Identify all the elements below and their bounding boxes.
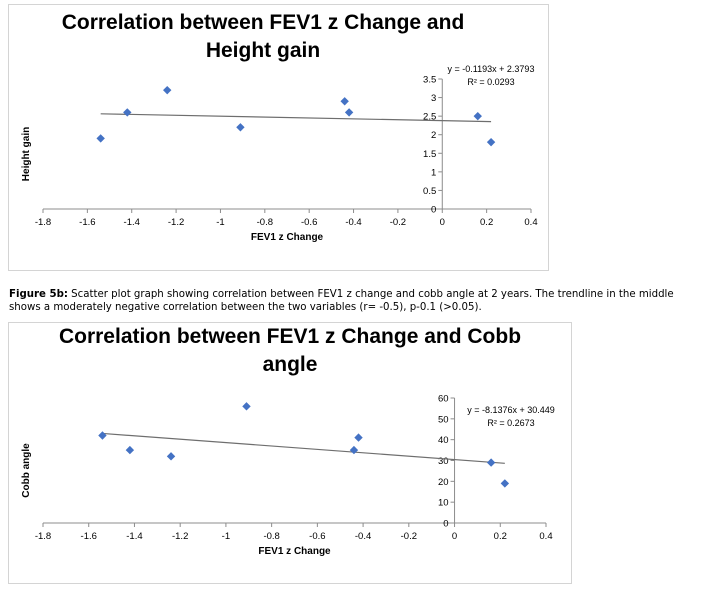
data-point	[166, 452, 176, 461]
x-tick-label: -1.6	[79, 217, 95, 228]
data-point	[236, 123, 245, 132]
x-tick-label: 0.2	[494, 531, 507, 542]
x-tick-label: -0.8	[263, 531, 279, 542]
trendline-equation: y = -8.1376x + 30.449	[467, 405, 555, 415]
data-point	[486, 458, 496, 467]
data-point	[473, 111, 482, 121]
trendline	[102, 432, 505, 464]
x-tick-label: 0.4	[524, 217, 537, 228]
figure-caption: Figure 5b: Scatter plot graph showing co…	[9, 288, 689, 314]
x-tick-label: -1.4	[126, 531, 142, 542]
data-point	[96, 134, 105, 143]
x-axis-title: FEV1 z Change	[258, 546, 331, 557]
chart-title-line-2: Height gain	[205, 39, 321, 62]
y-tick-label: 2	[431, 130, 436, 141]
chart-title-line-1: Correlation between FEV1 z Change and Co…	[58, 325, 522, 348]
x-tick-label: -1	[216, 217, 224, 228]
x-tick-label: 0	[452, 531, 457, 542]
y-tick-label: 2.5	[423, 112, 436, 123]
y-tick-label: 3.5	[423, 75, 436, 86]
x-tick-label: -0.2	[390, 217, 406, 228]
y-tick-label: 0	[431, 205, 436, 216]
x-axis-title: FEV1 z Change	[251, 232, 324, 243]
data-point	[344, 108, 354, 117]
y-tick-label: 0	[443, 519, 448, 530]
data-point	[349, 445, 359, 455]
y-tick-label: 0.5	[423, 186, 436, 197]
chart-cobb-angle: Correlation between FEV1 z Change and Co…	[8, 322, 572, 584]
data-point	[242, 402, 251, 411]
r-squared-label: R² = 0.2673	[487, 418, 534, 428]
x-tick-label: -1.6	[81, 531, 97, 542]
y-tick-label: 10	[438, 498, 449, 509]
chart-title-line-2: angle	[262, 353, 318, 376]
y-axis-title: Height gain	[21, 127, 32, 181]
y-tick-label: 1.5	[423, 149, 436, 160]
chart-plot-area: -1.8 -1.6 -1.4 -1.2 -1 -0.8 -0.6 -0.4 -0.2 0 0.2 0.…	[21, 394, 555, 558]
x-tick-label: 0	[440, 217, 445, 228]
data-point	[500, 479, 510, 488]
data-point	[486, 137, 496, 147]
x-tick-label: -0.2	[401, 531, 417, 542]
x-tick-label: -1.8	[35, 217, 51, 228]
x-tick-label: 0.4	[539, 531, 552, 542]
caption-text: Scatter plot graph showing correlation b…	[9, 289, 674, 313]
data-point	[163, 85, 172, 95]
caption-label: Figure 5b:	[9, 289, 68, 300]
x-tick-label: -1.2	[168, 217, 184, 228]
x-tick-label: -0.8	[257, 217, 273, 228]
y-tick-label: 1	[431, 167, 436, 178]
x-tick-label: -0.6	[301, 217, 317, 228]
y-axis-title: Cobb angle	[21, 443, 32, 498]
chart-height-gain: Correlation between FEV1 z Change and He…	[8, 4, 549, 271]
x-tick-label: -1	[222, 531, 230, 542]
x-tick-label: -1.2	[172, 531, 188, 542]
y-tick-label: 40	[438, 435, 449, 446]
x-tick-label: -0.6	[309, 531, 325, 542]
chart-plot-area: -1.8 -1.6 -1.4 -1.2 -1 -0.8 -0.6 -0.4 -0.2 0 0.2 0.…	[21, 64, 538, 243]
x-tick-label: -1.4	[124, 217, 140, 228]
y-tick-label: 20	[438, 477, 449, 488]
chart-title: Correlation between FEV1 z Change and Co…	[43, 323, 537, 379]
data-point	[354, 433, 363, 442]
chart-title: Correlation between FEV1 z Change and He…	[23, 9, 503, 65]
y-tick-label: 50	[438, 414, 449, 425]
y-tick-label: 30	[438, 456, 449, 467]
data-point	[125, 445, 135, 455]
x-tick-label: 0.2	[480, 217, 493, 228]
y-tick-label: 3	[431, 93, 436, 104]
chart-title-line-1: Correlation between FEV1 z Change and	[61, 11, 465, 34]
y-tick-label: 60	[438, 394, 449, 405]
data-point	[123, 108, 132, 117]
data-point	[340, 97, 349, 106]
x-tick-label: -1.8	[35, 531, 51, 542]
trendline	[100, 113, 492, 123]
data-point	[98, 431, 107, 440]
x-tick-label: -0.4	[355, 531, 371, 542]
x-tick-label: -0.4	[345, 217, 361, 228]
r-squared-label: R² = 0.0293	[467, 77, 514, 87]
trendline-equation: y = -0.1193x + 2.3793	[448, 64, 535, 74]
